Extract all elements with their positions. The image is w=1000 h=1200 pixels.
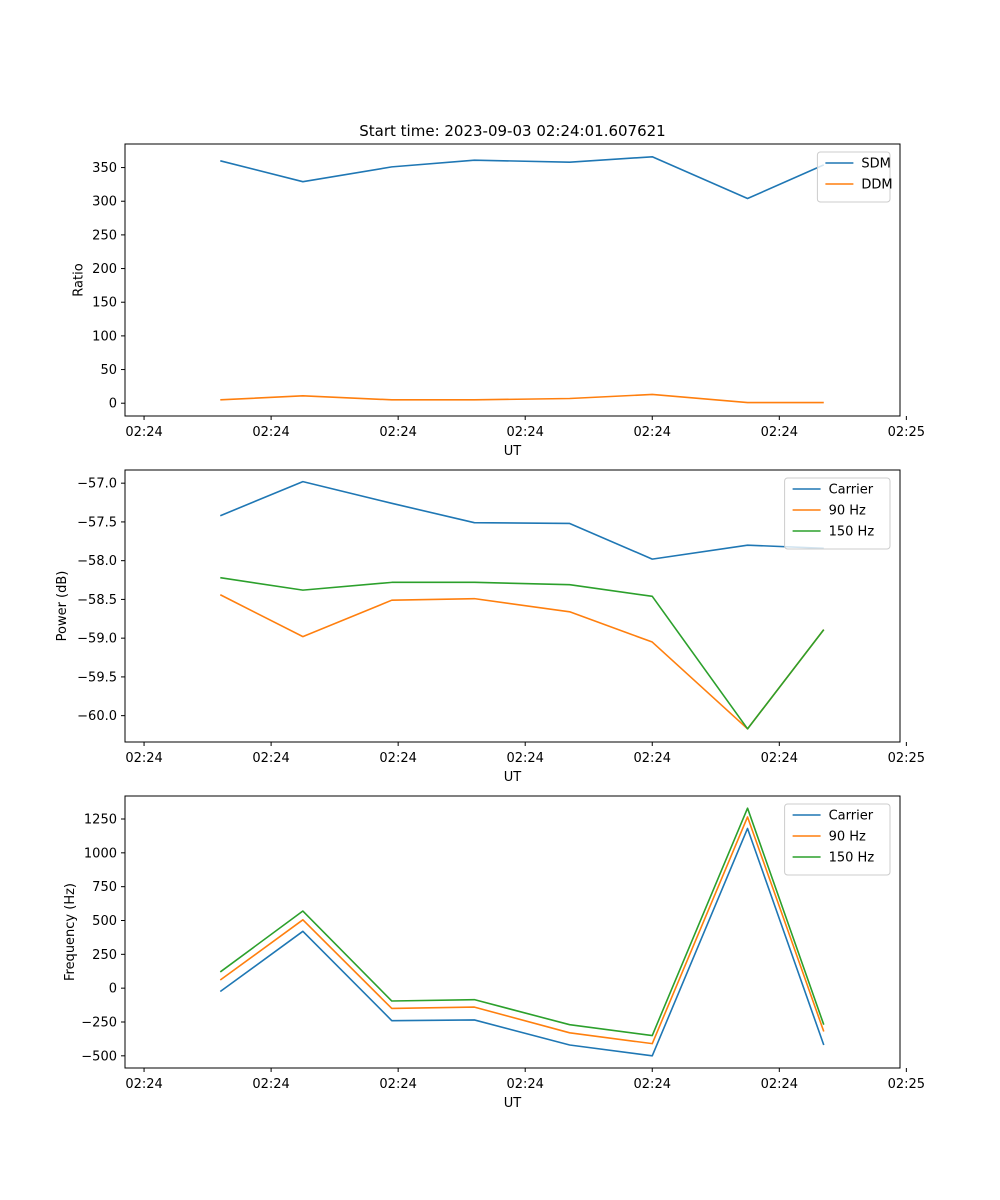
y-tick-label: −500 [81, 1049, 117, 1064]
y-tick-label: 100 [92, 329, 117, 344]
x-tick-label: 02:24 [125, 1077, 162, 1092]
y-tick-label: 250 [92, 228, 117, 243]
x-tick-label: 02:24 [761, 751, 798, 766]
x-tick-label: 02:24 [634, 751, 671, 766]
x-tick-label: 02:25 [888, 751, 925, 766]
legend-label-carrier: Carrier [829, 809, 874, 824]
x-tick-label: 02:24 [125, 425, 162, 440]
y-tick-label: 150 [92, 296, 117, 311]
x-tick-label: 02:24 [506, 1077, 543, 1092]
axes-frame [124, 795, 901, 1069]
legend-label-150-hz: 150 Hz [829, 525, 875, 540]
y-tick-label: 750 [92, 880, 117, 895]
legend-label-sdm: SDM [861, 157, 890, 172]
x-tick-label: 02:24 [379, 1077, 416, 1092]
x-tick-label: 02:25 [888, 425, 925, 440]
legend-label-ddm: DDM [861, 178, 892, 193]
plot-frequency: 02:24 02:24 02:24 02:24 02:24 02:24 02:25 −500 −… [63, 795, 925, 1111]
y-axis-label: Frequency (Hz) [63, 883, 78, 981]
y-tick-label: 300 [92, 195, 117, 210]
y-tick-label: 350 [92, 161, 117, 176]
y-tick-label: −59.5 [77, 670, 117, 685]
plot-power: 02:24 02:24 02:24 02:24 02:24 02:24 02:25 −60.0… [55, 469, 925, 785]
y-tick-label: −57.5 [77, 515, 117, 530]
x-tick-label: 02:24 [379, 751, 416, 766]
y-tick-label: 0 [109, 982, 117, 997]
x-tick-label: 02:24 [252, 1077, 289, 1092]
x-axis-label: UT [504, 1096, 522, 1111]
chart-title: Start time: 2023-09-03 02:24:01.607621 [359, 122, 665, 140]
y-tick-label: −58.0 [77, 554, 117, 569]
y-tick-label: −58.5 [77, 593, 117, 608]
plot-ratio: 02:24 02:24 02:24 02:24 02:24 02:24 02:25 0 50 10… [71, 122, 925, 459]
series-line-150-hz [219, 807, 825, 1037]
series-line-ddm [220, 393, 824, 404]
y-tick-label: 0 [109, 397, 117, 412]
x-tick-label: 02:24 [252, 751, 289, 766]
y-tick-label: −60.0 [77, 709, 117, 724]
series-line-90-hz [219, 816, 825, 1045]
legend-box [816, 151, 891, 203]
legend-label-carrier: Carrier [829, 483, 874, 498]
series-line-150-hz [220, 576, 825, 730]
x-tick-label: 02:24 [506, 751, 543, 766]
y-tick-label: 50 [100, 363, 117, 378]
legend-label-90-hz: 90 Hz [829, 504, 866, 519]
legend-label-90-hz: 90 Hz [829, 830, 866, 845]
x-tick-label: 02:24 [125, 751, 162, 766]
y-tick-label: 250 [92, 948, 117, 963]
y-tick-label: 500 [92, 914, 117, 929]
x-tick-label: 02:24 [761, 1077, 798, 1092]
y-tick-label: 200 [92, 262, 117, 277]
y-tick-label: −250 [81, 1015, 117, 1030]
series-line-carrier [219, 480, 824, 560]
x-tick-label: 02:24 [634, 1077, 671, 1092]
y-tick-label: 1250 [84, 813, 117, 828]
series-line-carrier [219, 827, 825, 1057]
x-tick-label: 02:24 [506, 425, 543, 440]
legend-label-150-hz: 150 Hz [829, 851, 875, 866]
y-tick-label: 1000 [84, 846, 117, 861]
y-tick-label: −57.0 [77, 477, 117, 492]
y-tick-label: −59.0 [77, 632, 117, 647]
x-tick-label: 02:24 [634, 425, 671, 440]
axes-frame [124, 469, 901, 743]
y-axis-label: Power (dB) [55, 571, 70, 642]
x-tick-label: 02:24 [379, 425, 416, 440]
x-tick-label: 02:25 [888, 1077, 925, 1092]
x-tick-label: 02:24 [761, 425, 798, 440]
axes-frame [124, 143, 901, 417]
x-tick-label: 02:24 [252, 425, 289, 440]
series-line-sdm [220, 155, 825, 200]
y-axis-label: Ratio [71, 263, 86, 296]
x-axis-label: UT [504, 770, 522, 785]
series-line-90-hz [219, 594, 825, 730]
x-axis-label: UT [504, 444, 522, 459]
